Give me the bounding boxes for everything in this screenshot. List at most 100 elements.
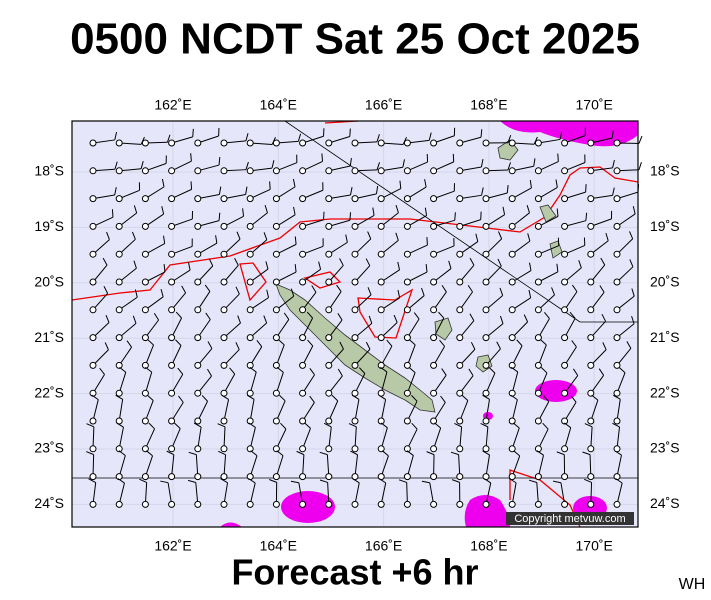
station (194, 361, 202, 369)
station (613, 222, 621, 230)
station (168, 278, 176, 286)
station (456, 500, 464, 508)
barb-flag (582, 451, 591, 456)
barb-flag (499, 315, 504, 324)
station (587, 473, 595, 481)
barb-flag (133, 260, 137, 269)
station (377, 445, 385, 453)
station (89, 278, 97, 286)
station (534, 222, 542, 230)
barb-flag (497, 231, 503, 239)
barb-staff (197, 426, 202, 449)
station (430, 250, 438, 258)
station (613, 361, 621, 369)
barb-flag (528, 479, 537, 483)
barb-staff (485, 426, 489, 449)
barb-staff (511, 399, 518, 422)
barb-flag (398, 479, 407, 483)
barb-staff (406, 428, 418, 450)
barb-staff (538, 216, 559, 227)
barb-flag (372, 207, 375, 216)
station (561, 195, 569, 203)
barb-flag (540, 339, 547, 346)
barb-staff (354, 323, 373, 338)
station (351, 361, 359, 369)
barb-staff (459, 320, 475, 338)
station (430, 167, 438, 175)
barb-staff (485, 372, 496, 394)
station (351, 306, 359, 314)
station (194, 167, 202, 175)
barb-flag (440, 395, 446, 403)
lon-label: 170˚E (576, 97, 613, 113)
station (377, 500, 385, 508)
barb-staff (118, 427, 124, 449)
station (377, 167, 385, 175)
station (272, 417, 280, 425)
station (430, 445, 438, 453)
barb-flag (114, 161, 118, 170)
station (299, 306, 307, 314)
barb-flag (139, 478, 147, 483)
barb-staff (564, 318, 576, 338)
station (220, 167, 228, 175)
barb-flag (190, 181, 193, 190)
station (403, 389, 411, 397)
barb-staff (407, 139, 430, 144)
barb-staff (249, 482, 256, 505)
barb-staff (249, 455, 258, 477)
barb-staff (459, 241, 479, 255)
barb-flag (496, 341, 501, 350)
station (168, 250, 176, 258)
barb-flag (221, 394, 229, 400)
station (482, 334, 490, 342)
station (430, 306, 438, 314)
barb-staff (328, 194, 351, 200)
station (168, 417, 176, 425)
lat-label: 18˚S (34, 163, 64, 179)
barb-staff (249, 427, 256, 449)
station (377, 250, 385, 258)
barb-flag (111, 209, 114, 218)
barb-staff (118, 212, 137, 227)
station (246, 139, 254, 147)
station (246, 334, 254, 342)
barb-flag (119, 366, 127, 373)
barb-staff (433, 427, 442, 449)
station (194, 222, 202, 230)
station (351, 195, 359, 203)
station (325, 195, 333, 203)
barb-flag (632, 206, 636, 215)
barb-staff (197, 375, 212, 394)
barb-flag (218, 212, 221, 221)
barb-flag (605, 232, 609, 241)
station (534, 361, 542, 369)
barb-staff (537, 372, 548, 394)
barb-flag (290, 288, 295, 297)
barb-flag (248, 478, 256, 484)
barb-staff (538, 186, 558, 200)
barb-staff (406, 400, 418, 422)
lon-label: 162˚E (154, 538, 191, 554)
barb-staff (616, 191, 639, 200)
barb-flag (523, 314, 529, 323)
station (482, 278, 490, 286)
barb-staff (485, 192, 508, 200)
barb-flag (245, 133, 249, 142)
barb-staff (433, 291, 447, 311)
barb-flag (263, 315, 268, 324)
barb-staff (249, 399, 255, 422)
barb-staff (590, 349, 607, 366)
barb-flag (469, 313, 475, 321)
barb-staff (433, 346, 446, 366)
station (325, 278, 333, 286)
barb-staff (459, 136, 482, 144)
barb-flag (99, 367, 105, 375)
barb-staff (223, 140, 246, 144)
barb-staff (564, 162, 586, 172)
station (141, 250, 149, 258)
barb-flag (556, 208, 559, 217)
station (613, 278, 621, 286)
station (430, 473, 438, 481)
